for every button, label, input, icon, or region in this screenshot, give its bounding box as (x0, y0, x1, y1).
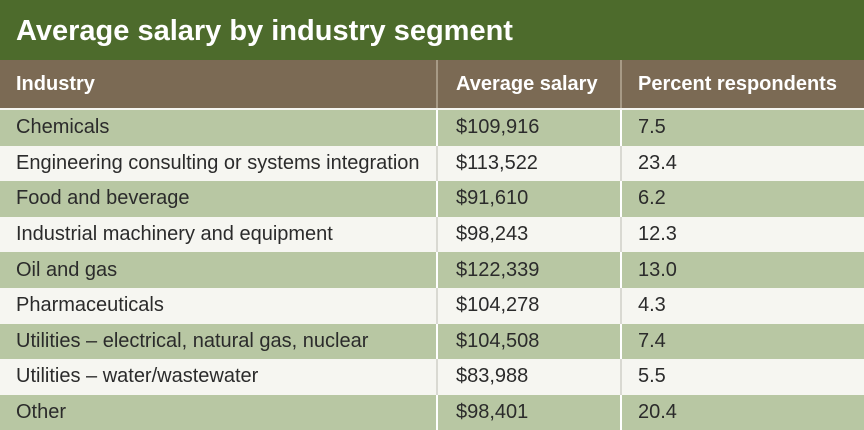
column-header: Industry (0, 60, 438, 108)
table-row: Industrial machinery and equipment $98,24… (0, 216, 864, 253)
table-cell: 23.4 (638, 151, 677, 174)
table-cell: $113,522 (438, 145, 622, 182)
table-cell: 7.5 (638, 116, 666, 139)
table-cell: Utilities – electrical, natural gas, nuc… (0, 323, 438, 360)
table-cell: $104,278 (438, 287, 622, 324)
table-cell: 20.4 (638, 401, 677, 424)
table-cell: Food and beverage (0, 181, 438, 217)
table-row: Food and beverage $91,610 6.2 (0, 181, 864, 217)
table-cell: $122,339 (438, 252, 622, 288)
table-cell: Other (0, 394, 438, 430)
column-header: Average salary (438, 60, 622, 108)
table-cell: 13.0 (638, 258, 677, 281)
table-cell: $98,401 (438, 394, 622, 430)
table-cell: Engineering consulting or systems integr… (0, 145, 438, 182)
table-row: Oil and gas $122,339 13.0 (0, 252, 864, 288)
table-cell: Chemicals (0, 110, 438, 146)
table-cell: 6.2 (638, 187, 666, 210)
table-row: Utilities – water/wastewater $83,988 5.5 (0, 359, 864, 395)
table-cell: 4.3 (638, 294, 666, 317)
table-cell: Industrial machinery and equipment (0, 216, 438, 253)
table-cell: 12.3 (638, 223, 677, 246)
table-row: Engineering consulting or systems integr… (0, 145, 864, 182)
table-row: Chemicals $109,916 7.5 (0, 110, 864, 146)
title: Average salary by industry segment (0, 0, 864, 60)
header-row: Industry Average salary Percent respondent… (0, 60, 864, 108)
column-header: Percent respondents (638, 72, 837, 95)
table-cell: Pharmaceuticals (0, 287, 438, 324)
table-cell: $109,916 (438, 110, 622, 146)
table-row: Utilities – electrical, natural gas, nuc… (0, 323, 864, 360)
table-cell: 7.4 (638, 329, 666, 352)
table-cell: Oil and gas (0, 252, 438, 288)
table-cell: $104,508 (438, 323, 622, 360)
table-cell: $83,988 (438, 359, 622, 395)
table-row: Other $98,401 20.4 (0, 394, 864, 430)
table-row: Pharmaceuticals $104,278 4.3 (0, 287, 864, 324)
table-cell: Utilities – water/wastewater (0, 359, 438, 395)
table-cell: 5.5 (638, 365, 666, 388)
table-cell: $98,243 (438, 216, 622, 253)
table-cell: $91,610 (438, 181, 622, 217)
table: Industry Average salary Percent respondent… (0, 60, 864, 430)
